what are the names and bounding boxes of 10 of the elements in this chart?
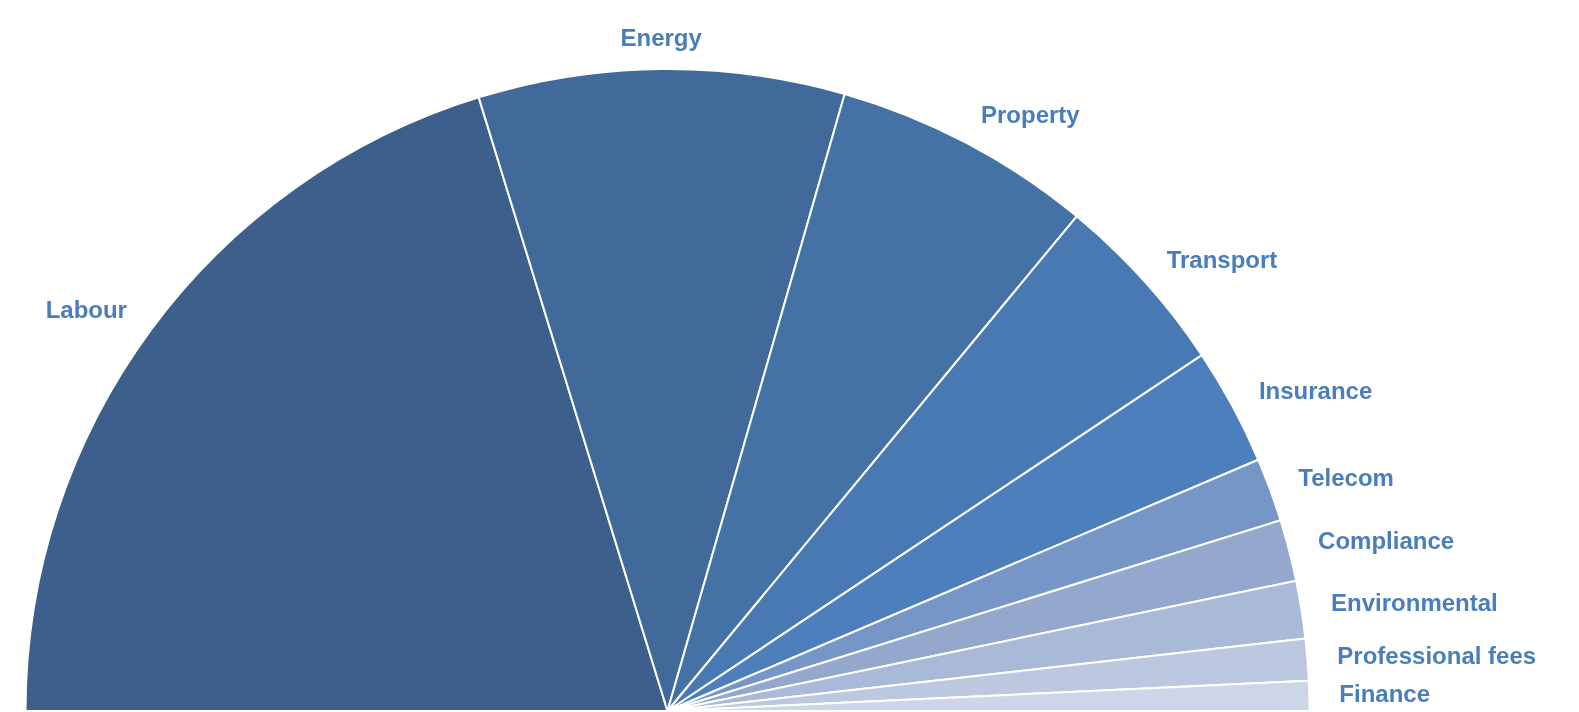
- slice-label: Professional fees: [1337, 641, 1537, 669]
- slice-label: Transport: [1166, 245, 1278, 273]
- slice-label: Finance: [1339, 679, 1431, 707]
- slice-label: Labour: [45, 296, 127, 324]
- slice-label: Compliance: [1318, 527, 1455, 555]
- slice-label: Telecom: [1298, 464, 1394, 492]
- slice-label: Energy: [620, 23, 703, 51]
- slice-label: Insurance: [1258, 376, 1373, 404]
- slice-label: Property: [981, 101, 1081, 129]
- slice-label: Environmental: [1331, 589, 1498, 617]
